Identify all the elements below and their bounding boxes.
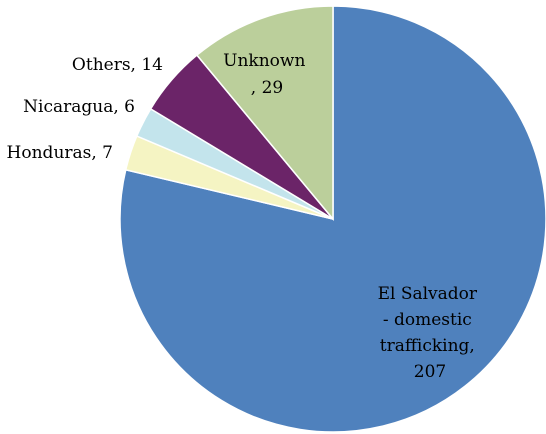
label-el-salvador: El Salvador - domestic trafficking, 207 [378, 284, 483, 382]
label-honduras: Honduras, 7 [7, 143, 113, 163]
slice-unknown [195, 5, 334, 222]
label-others: Others, 14 [72, 55, 163, 75]
pie-labels: El Salvador - domestic trafficking, 207 … [7, 51, 483, 382]
pie-slices [119, 5, 546, 433]
label-unknown: Unknown , 29 [223, 51, 311, 98]
slice-el-salvador-domestic-trafficking [119, 5, 546, 433]
label-nicaragua: Nicaragua, 6 [23, 97, 135, 117]
